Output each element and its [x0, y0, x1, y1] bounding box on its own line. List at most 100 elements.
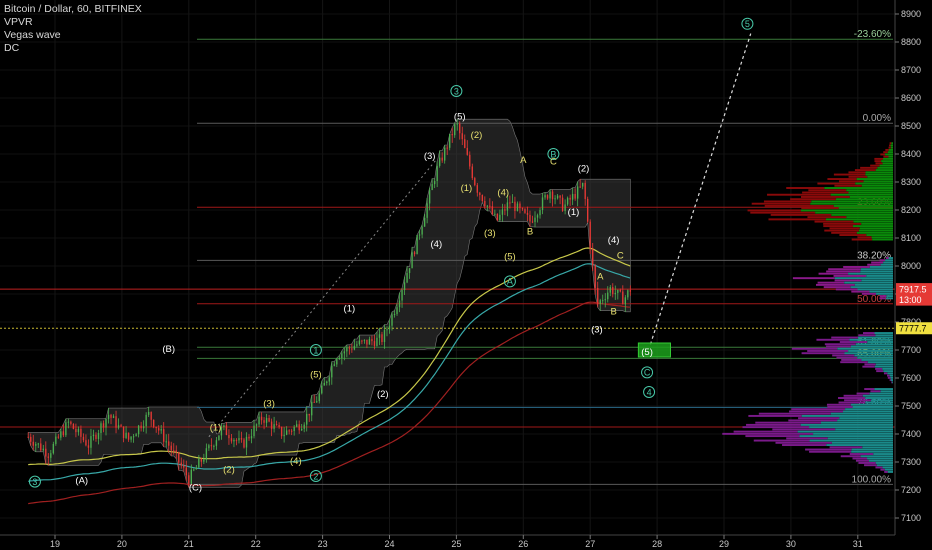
candle: [331, 361, 333, 385]
candle-body: [147, 411, 150, 415]
vpvr-bar: [810, 202, 893, 205]
indicator-vpvr[interactable]: VPVR: [4, 16, 33, 28]
candle: [484, 196, 486, 209]
wave-label: (2): [578, 164, 590, 175]
candle-body: [609, 287, 611, 293]
candle-body: [597, 288, 599, 305]
vpvr-bar: [846, 189, 893, 192]
vpvr-bar: [763, 200, 812, 203]
candle: [363, 339, 366, 344]
wave-label-circle: A: [503, 275, 516, 288]
vpvr-bar: [869, 392, 893, 395]
vpvr-bar: [880, 153, 886, 156]
candle-body: [55, 436, 57, 444]
candle-body: [361, 340, 363, 342]
candle-body: [381, 334, 383, 343]
candle: [328, 375, 330, 386]
candle: [584, 180, 586, 206]
x-tick-label: 21: [184, 539, 194, 549]
candle: [433, 178, 436, 189]
candle-body: [316, 401, 318, 403]
wave-label: A: [520, 155, 527, 166]
candle-body: [193, 469, 195, 471]
vpvr-bar: [834, 277, 893, 280]
candle-body: [170, 445, 172, 451]
candle-body: [160, 429, 162, 431]
vpvr-bar: [859, 227, 893, 230]
vpvr-bar: [888, 257, 893, 259]
candle-body: [481, 194, 484, 202]
vpvr-bar: [742, 426, 810, 429]
vpvr-bar: [838, 401, 866, 404]
vpvr-bar: [791, 347, 838, 350]
vpvr-bar: [874, 160, 882, 163]
wave-labels: 3 (A) (B) (C) (1) (2) (3) (4) 2 (5) 1 (1) (2) (3) (4) 3…: [28, 17, 754, 494]
candle: [293, 425, 295, 436]
candle-body: [561, 197, 564, 211]
candle-body: [386, 329, 388, 331]
candle-body: [587, 198, 589, 222]
candle: [185, 460, 187, 481]
candle-body: [275, 424, 278, 426]
candle-body: [230, 438, 233, 442]
wave-label: (5): [641, 347, 653, 358]
candle-body: [469, 154, 471, 167]
wave-label: (2): [471, 130, 483, 141]
vpvr-bar: [861, 279, 893, 282]
vpvr-bar: [840, 361, 868, 364]
candle-body: [627, 290, 629, 298]
indicator-dc[interactable]: DC: [4, 42, 20, 54]
candle: [283, 427, 285, 443]
candle: [406, 266, 408, 284]
candle: [554, 195, 556, 205]
candle-body: [112, 416, 115, 418]
vpvr-bar: [854, 354, 893, 357]
vpvr-bar: [767, 193, 831, 196]
candle: [358, 335, 361, 346]
y-tick-label: 7300: [901, 457, 921, 467]
fib-retracement: -23.60%0.00%23.60%38.20%50.00%61.80%65.0…: [197, 29, 893, 485]
vpvr-bar: [799, 435, 893, 438]
candle: [459, 121, 461, 140]
candle-body: [35, 444, 37, 446]
candle-body: [451, 134, 453, 136]
candle-body: [225, 425, 228, 435]
indicator-vegas-wave[interactable]: Vegas wave: [4, 29, 61, 41]
wave-label: (5): [454, 112, 466, 123]
candle-body: [446, 147, 448, 149]
candle-body: [50, 453, 52, 458]
candle: [566, 196, 569, 206]
candle: [42, 444, 44, 452]
vpvr-bar: [833, 204, 893, 207]
candle: [110, 413, 112, 425]
candle: [403, 276, 406, 296]
vpvr-bar: [889, 142, 892, 145]
vpvr-bar: [874, 332, 893, 335]
candle: [469, 151, 471, 170]
candle-body: [115, 416, 117, 428]
candle-body: [526, 212, 529, 215]
candle: [268, 414, 270, 423]
candle-body: [318, 393, 320, 402]
candle-body: [102, 423, 105, 428]
candle-body: [411, 252, 413, 269]
wave-circle: [450, 85, 463, 97]
candle: [263, 417, 265, 430]
price-badge-bg: [896, 293, 932, 306]
vpvr-bar: [849, 453, 874, 455]
vpvr-bar: [873, 453, 893, 455]
candle-body: [308, 413, 310, 416]
candle: [155, 426, 157, 433]
vpvr-bar: [722, 432, 814, 435]
candle-body: [571, 193, 574, 200]
candle-body: [514, 201, 516, 212]
candle-body: [260, 416, 263, 421]
y-tick-label: 8300: [901, 177, 921, 187]
candle-body: [130, 436, 132, 440]
vpvr-bar: [828, 268, 861, 271]
candle: [564, 199, 566, 215]
y-tick-label: 7400: [901, 429, 921, 439]
candle-body: [471, 166, 473, 179]
